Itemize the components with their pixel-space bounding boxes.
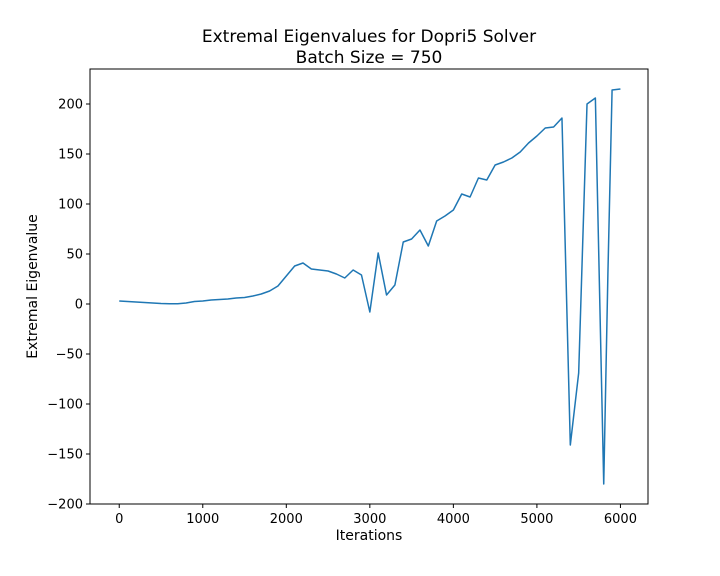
y-tick-label: 50 [66, 248, 83, 263]
y-tick-label: −200 [47, 498, 83, 513]
y-tick-label: 200 [58, 98, 83, 113]
x-axis-ticks: 0 1000 2000 3000 4000 5000 6000 [115, 504, 637, 527]
y-tick-label: 100 [58, 198, 83, 213]
series-line [119, 88, 621, 485]
y-tick-label: −100 [47, 398, 83, 413]
x-axis-label: Iterations [336, 528, 403, 544]
x-tick-label: 0 [115, 512, 123, 527]
y-axis-label: Extremal Eigenvalue [25, 214, 41, 359]
x-tick-label: 1000 [186, 512, 219, 527]
chart-subtitle: Batch Size = 750 [296, 48, 443, 68]
y-tick-label: 0 [75, 298, 83, 313]
x-tick-label: 3000 [353, 512, 386, 527]
y-axis-ticks: −200 −150 −100 −50 0 50 100 150 200 [47, 98, 90, 513]
y-tick-label: 150 [58, 148, 83, 163]
y-tick-label: −150 [47, 448, 83, 463]
plot-frame [89, 68, 649, 505]
x-tick-label: 2000 [270, 512, 303, 527]
x-tick-label: 4000 [437, 512, 470, 527]
chart-title: Extremal Eigenvalues for Dopri5 Solver [202, 27, 536, 47]
y-tick-label: −50 [56, 348, 83, 363]
x-tick-label: 6000 [604, 512, 637, 527]
x-tick-label: 5000 [520, 512, 553, 527]
